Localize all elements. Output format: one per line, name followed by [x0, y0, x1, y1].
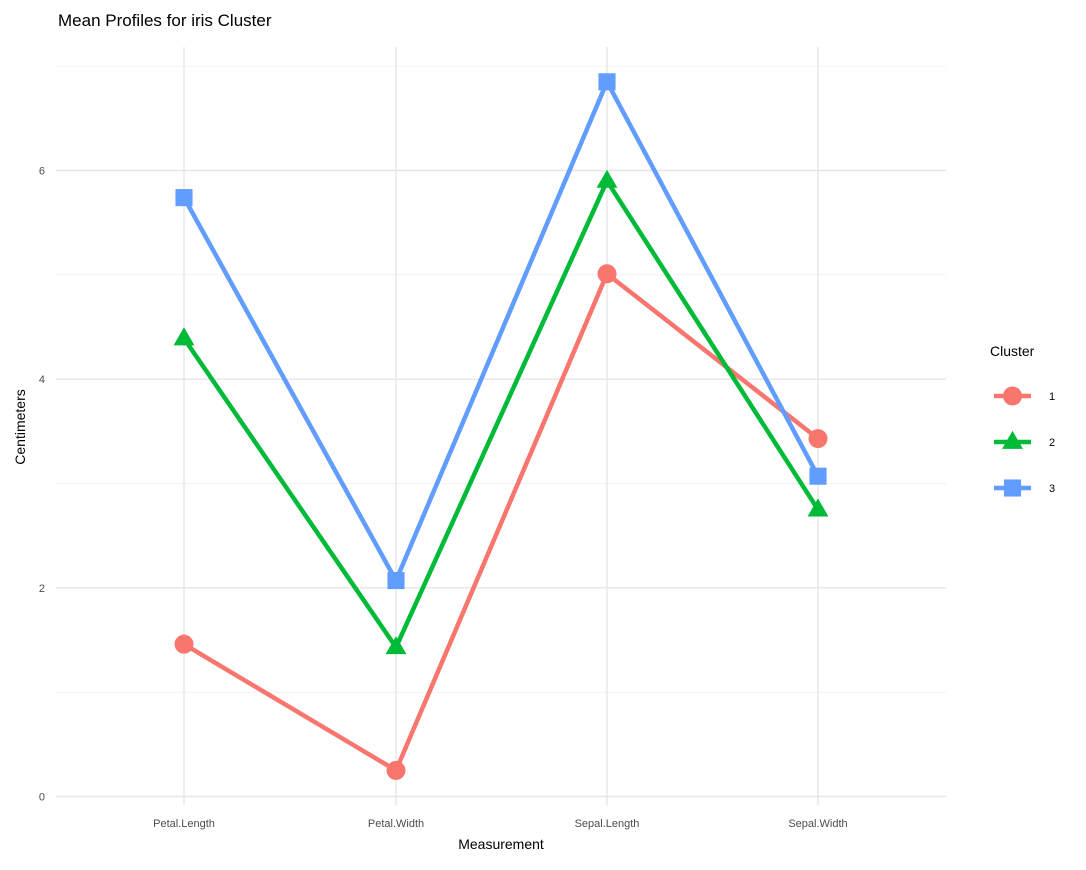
data-point-cluster-1: [174, 634, 194, 654]
series-line-cluster-1: [182, 271, 820, 773]
data-point-cluster-3: [809, 467, 827, 485]
x-tick-label: Petal.Width: [368, 818, 424, 830]
x-axis-ticks: Petal.Length Petal.Width Sepal.Length Sepal…: [153, 818, 848, 830]
chart-title: Mean Profiles for iris Cluster: [58, 11, 272, 30]
legend-key-marker: [1003, 479, 1022, 497]
y-axis-title: Centimeters: [12, 389, 28, 464]
series-line-cluster-3: [182, 79, 820, 583]
legend-label: 1: [1049, 391, 1055, 403]
legend-title: Cluster: [990, 343, 1035, 359]
x-tick-label: Petal.Length: [153, 818, 215, 830]
data-point-cluster-3: [175, 189, 193, 207]
series-lines: [182, 79, 820, 773]
series-line-cluster-2: [182, 178, 820, 650]
data-point-cluster-3: [387, 571, 405, 590]
y-tick-label: 4: [39, 374, 45, 386]
y-tick-label: 0: [39, 792, 45, 804]
data-point-cluster-2: [596, 169, 618, 188]
legend: Cluster 1 2 3: [990, 343, 1055, 497]
legend-label: 2: [1049, 437, 1055, 449]
legend-label: 3: [1049, 483, 1055, 495]
data-point-cluster-2: [385, 636, 407, 655]
y-tick-label: 2: [39, 583, 45, 595]
legend-key-marker: [1003, 386, 1022, 406]
data-point-cluster-2: [807, 498, 829, 517]
series-points: [173, 73, 829, 780]
y-axis-ticks: 0 2 4 6: [39, 166, 45, 804]
data-point-cluster-2: [173, 327, 195, 346]
data-point-cluster-1: [808, 429, 828, 449]
data-point-cluster-3: [598, 73, 616, 91]
x-tick-label: Sepal.Length: [575, 818, 640, 830]
x-axis-title: Measurement: [458, 836, 544, 852]
legend-key-marker: [1002, 430, 1023, 449]
x-tick-label: Sepal.Width: [788, 818, 847, 830]
grid-lines: [56, 47, 946, 805]
data-point-cluster-1: [597, 264, 617, 284]
data-point-cluster-1: [386, 760, 406, 780]
y-tick-label: 6: [39, 166, 45, 178]
